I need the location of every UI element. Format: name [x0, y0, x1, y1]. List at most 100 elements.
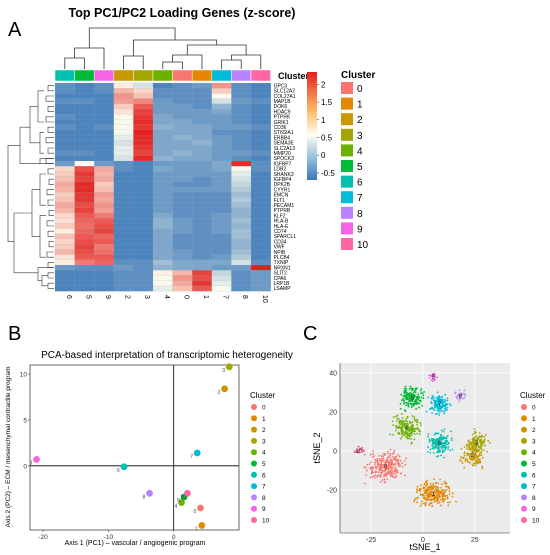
dendrogram-branch	[37, 90, 44, 123]
tsne-point	[375, 459, 377, 462]
tsne-legend-dot	[521, 460, 527, 467]
tsne-point	[408, 435, 411, 437]
tsne-point	[446, 494, 449, 497]
tsne-point	[439, 504, 442, 507]
tsne-point	[471, 463, 474, 466]
tsne-point	[427, 446, 429, 449]
heatmap-cell	[133, 249, 154, 255]
legend-swatch	[341, 222, 353, 235]
tsne-point	[439, 492, 442, 495]
heatmap-cell	[211, 285, 232, 292]
tsne-point	[429, 492, 432, 494]
tsne-point	[406, 433, 409, 435]
tsne-cluster-label: 3	[475, 441, 479, 447]
heatmap-cell	[133, 103, 154, 110]
heatmap-cell	[172, 207, 193, 214]
heatmap-cell	[172, 119, 193, 125]
tsne-point	[387, 456, 389, 459]
heatmap-cell	[94, 119, 115, 125]
tsne-point	[437, 502, 439, 505]
heatmap-cell	[250, 238, 271, 245]
tsne-point	[433, 478, 436, 480]
heatmap-cell	[133, 150, 154, 157]
tsne-point	[433, 497, 436, 500]
heatmap-cell	[250, 233, 271, 240]
heatmap-cell	[152, 171, 173, 177]
tsne-point	[468, 443, 471, 446]
annotation-cell	[113, 69, 134, 82]
tsne-point	[386, 478, 389, 481]
tsne-point	[411, 426, 414, 428]
gene-labels: GPC3SLC12A2COL27A1MAP1BDOK6HDAC9PTPRKGRI…	[274, 83, 297, 292]
tsne-point	[411, 415, 414, 417]
heatmap-cell	[113, 93, 134, 99]
heatmap-cell	[211, 207, 232, 214]
tsne-point	[424, 504, 427, 507]
tsne-point	[438, 404, 441, 406]
heatmap-cell	[211, 129, 232, 136]
heatmap-cell	[133, 285, 154, 292]
tsne-point	[448, 403, 451, 405]
tsne-point	[478, 453, 481, 456]
tsne-point	[414, 391, 417, 394]
gene-label: CYYR1	[274, 187, 291, 193]
heatmap-cell	[172, 270, 193, 276]
heatmap-cell	[152, 108, 173, 115]
tsne-point	[430, 485, 433, 487]
legend-swatch	[341, 160, 353, 172]
tsne-point	[383, 454, 386, 456]
pca-xtick-label: 0	[172, 534, 176, 541]
tsne-point	[409, 400, 411, 403]
dendrogram-branch	[64, 57, 85, 69]
heatmap-cell	[94, 238, 115, 245]
heatmap-cell	[54, 259, 75, 266]
tsne-point	[478, 458, 481, 461]
heatmap-cell	[74, 134, 95, 141]
tsne-point	[402, 397, 405, 400]
gene-label: NRXN1	[274, 265, 291, 271]
tsne-point	[482, 440, 484, 443]
tsne-point	[384, 473, 387, 476]
heatmap-cell	[152, 155, 173, 162]
heatmap-cell	[231, 244, 252, 250]
heatmap-cell	[172, 275, 193, 281]
dendrogram-branch	[39, 132, 44, 154]
gene-label: CD74	[274, 229, 287, 235]
tsne-legend-label: 0	[532, 405, 536, 412]
heatmap-cell	[133, 108, 154, 115]
tsne-point	[413, 433, 416, 435]
tsne-cluster-label: 0	[384, 465, 388, 471]
tsne-point	[441, 497, 444, 500]
tsne-point	[426, 483, 429, 486]
tsne-point	[437, 443, 439, 445]
heatmap-cell	[250, 171, 271, 177]
tsne-point	[477, 462, 480, 465]
tsne-point	[442, 430, 445, 433]
tsne-point	[363, 449, 366, 452]
tsne-point	[399, 402, 402, 405]
tsne-point	[397, 453, 400, 456]
gene-label: PTPRK	[274, 115, 291, 121]
tsne-point	[392, 424, 395, 426]
tsne-point	[435, 485, 438, 488]
legend-label: 9	[357, 224, 363, 235]
tsne-point	[401, 462, 404, 465]
tsne-point	[437, 491, 440, 493]
pca-point	[193, 449, 201, 457]
tsne-point	[406, 394, 409, 396]
tsne-point	[429, 451, 432, 454]
tsne-point	[445, 488, 448, 491]
tsne-point	[405, 457, 408, 460]
tsne-point	[355, 450, 358, 453]
tsne-legend-dot	[521, 437, 527, 444]
tsne-point	[380, 466, 383, 469]
pca-point-label: 8	[143, 494, 146, 500]
tsne-point	[374, 461, 376, 464]
heatmap-cell	[133, 82, 154, 89]
tsne-point	[435, 396, 438, 399]
tsne-point	[425, 484, 428, 487]
tsne-point	[471, 433, 474, 436]
tsne-point	[397, 425, 400, 428]
dendrogram-branch	[74, 47, 105, 69]
heatmap-cell	[211, 88, 232, 94]
